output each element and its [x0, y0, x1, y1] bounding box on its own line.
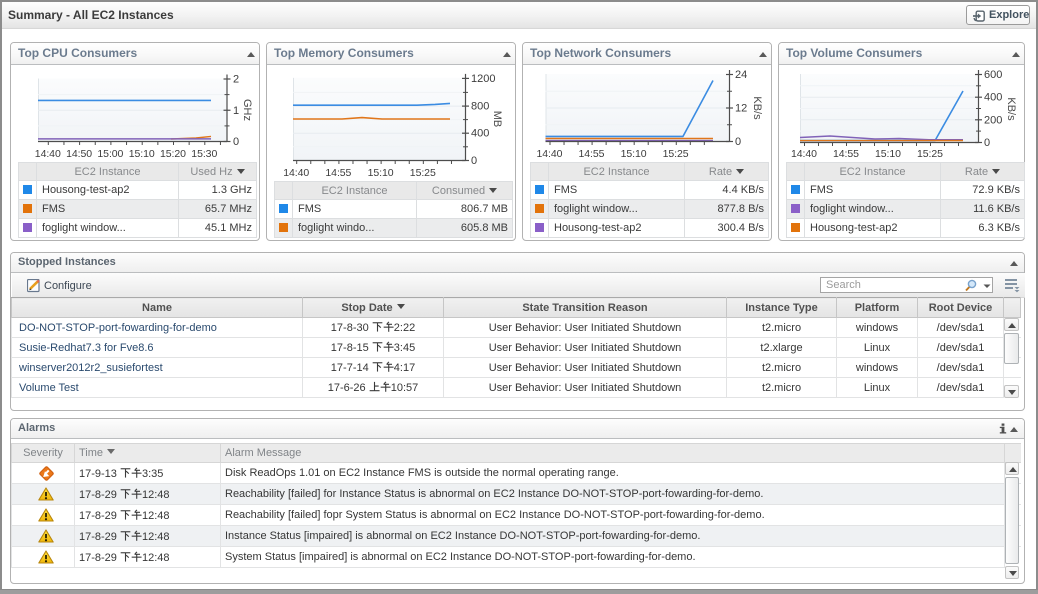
svg-text:MB: MB	[491, 111, 503, 128]
svg-text:15:25: 15:25	[410, 167, 436, 179]
svg-text:0: 0	[471, 155, 477, 167]
svg-text:GHz: GHz	[241, 99, 253, 121]
svg-text:14:55: 14:55	[833, 148, 859, 160]
svg-text:24: 24	[735, 69, 747, 81]
svg-text:14:40: 14:40	[283, 167, 309, 179]
svg-text:0: 0	[233, 136, 239, 148]
svg-text:14:40: 14:40	[791, 148, 817, 160]
svg-text:12: 12	[735, 103, 747, 115]
svg-text:800: 800	[471, 101, 489, 113]
svg-text:15:30: 15:30	[191, 148, 217, 160]
svg-text:KB/s: KB/s	[1005, 97, 1017, 121]
svg-text:KB/s: KB/s	[751, 96, 763, 120]
svg-text:15:20: 15:20	[160, 148, 186, 160]
svg-text:14:40: 14:40	[537, 148, 563, 160]
svg-text:0: 0	[735, 136, 741, 148]
svg-text:14:55: 14:55	[325, 167, 351, 179]
svg-text:2: 2	[233, 74, 239, 86]
svg-text:15:10: 15:10	[875, 148, 901, 160]
svg-text:15:00: 15:00	[97, 148, 123, 160]
svg-text:14:40: 14:40	[35, 148, 61, 160]
svg-text:15:25: 15:25	[663, 148, 689, 160]
svg-text:600: 600	[984, 69, 1002, 81]
svg-text:400: 400	[984, 92, 1002, 104]
svg-text:15:10: 15:10	[621, 148, 647, 160]
svg-text:400: 400	[471, 128, 489, 140]
svg-text:15:25: 15:25	[917, 148, 943, 160]
svg-text:14:55: 14:55	[579, 148, 605, 160]
svg-text:1200: 1200	[471, 73, 495, 85]
svg-text:0: 0	[984, 137, 990, 149]
svg-text:15:10: 15:10	[368, 167, 394, 179]
svg-text:14:50: 14:50	[66, 148, 92, 160]
svg-text:200: 200	[984, 114, 1002, 126]
svg-text:15:10: 15:10	[129, 148, 155, 160]
svg-text:1: 1	[233, 105, 239, 117]
